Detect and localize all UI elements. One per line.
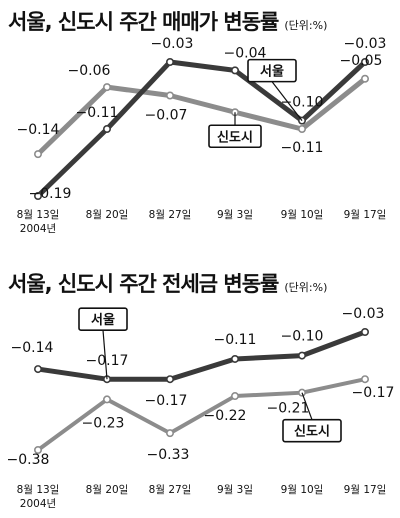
data-point-sindosi <box>103 83 112 92</box>
data-label-seoul: −0.03 <box>342 306 385 322</box>
data-label-sindosi: −0.11 <box>281 140 324 156</box>
legend-label-sindosi: 신도시 <box>217 130 253 145</box>
data-point-seoul <box>166 57 175 66</box>
data-point-sindosi <box>33 446 42 455</box>
legend-leader-sindosi <box>301 392 313 420</box>
data-point-sindosi <box>231 392 240 401</box>
legend-box-seoul <box>247 58 297 83</box>
jeonse-line-chart: −0.14 −0.17 −0.17 −0.11 −0.10 −0.03 −0.38 −0.23… <box>7 306 395 510</box>
data-label-seoul: −0.11 <box>214 332 257 348</box>
data-label-sindosi: −0.05 <box>340 53 383 69</box>
data-point-sindosi <box>103 395 112 404</box>
legend-label-sindosi: 신도시 <box>294 425 330 440</box>
x-tick-label: 9월 17일 <box>344 208 387 221</box>
x-tick-label: 8월 13일 <box>17 483 60 496</box>
data-label-seoul: −0.11 <box>76 105 119 121</box>
data-point-seoul <box>33 365 42 374</box>
data-label-seoul: −0.03 <box>344 36 387 52</box>
data-point-sindosi <box>297 125 306 134</box>
legend-leader-seoul <box>102 330 108 380</box>
legend-box-seoul <box>78 307 128 332</box>
x-tick-label: 9월 10일 <box>281 208 324 221</box>
x-tick-label: 8월 27일 <box>149 208 192 221</box>
data-label-seoul: −0.04 <box>224 45 267 61</box>
x-year-label: 2004년 <box>20 223 56 235</box>
x-tick-label: 9월 3일 <box>217 208 253 221</box>
data-label-sindosi: −0.33 <box>147 447 190 463</box>
legend-box-sindosi <box>208 124 262 149</box>
data-point-seoul <box>231 354 240 363</box>
legend-label-seoul: 서울 <box>260 64 284 80</box>
unit-note-jeonse: (단위:%) <box>284 281 328 294</box>
x-tick-label: 9월 10일 <box>281 483 324 496</box>
data-point-seoul <box>166 375 175 384</box>
data-label-sindosi: −0.17 <box>352 385 395 401</box>
data-point-seoul <box>360 328 369 337</box>
data-label-seoul: −0.10 <box>281 329 324 345</box>
series-line-seoul <box>35 329 368 382</box>
series-line-sindosi <box>35 76 368 157</box>
legend-leader-seoul <box>271 81 303 121</box>
x-tick-label: 9월 17일 <box>344 483 387 496</box>
data-point-sindosi <box>360 74 369 83</box>
legend-box-sindosi <box>282 418 342 443</box>
data-label-sindosi: −0.22 <box>204 408 247 424</box>
data-label-seoul: −0.10 <box>281 95 324 111</box>
data-label-seoul: −0.03 <box>151 36 194 52</box>
data-point-sindosi <box>166 429 175 438</box>
data-label-seoul: −0.14 <box>11 340 54 356</box>
data-label-sindosi: −0.06 <box>68 63 111 79</box>
x-year-label: 2004년 <box>20 498 56 510</box>
x-tick-label: 8월 13일 <box>17 208 60 221</box>
data-label-sindosi: −0.38 <box>7 452 50 468</box>
chart-title-jeonse: 서울, 신도시 주간 전세금 변동률 (단위:%) <box>8 268 327 298</box>
chart-title-sale: 서울, 신도시 주간 매매가 변동률 (단위:%) <box>8 6 327 36</box>
data-label-sindosi: −0.07 <box>145 108 188 124</box>
series-line-seoul <box>35 59 368 199</box>
x-tick-label: 9월 3일 <box>217 483 253 496</box>
x-tick-label: 8월 27일 <box>149 483 192 496</box>
data-point-seoul <box>231 66 240 75</box>
data-point-seoul <box>360 57 369 66</box>
sale-price-line-chart: −0.19 −0.11 −0.03 −0.04 −0.10 −0.03 −0.14 −0.06… <box>17 36 387 235</box>
chart-title-sale-text: 서울, 신도시 주간 매매가 변동률 <box>8 10 279 34</box>
data-label-sindosi: −0.14 <box>17 122 60 138</box>
series-line-sindosi <box>36 377 367 452</box>
chart-title-jeonse-text: 서울, 신도시 주간 전세금 변동률 <box>8 272 279 296</box>
data-point-sindosi <box>360 375 369 384</box>
data-label-seoul: −0.17 <box>145 393 188 409</box>
data-label-seoul: −0.17 <box>86 353 129 369</box>
data-point-seoul <box>297 351 306 360</box>
data-label-seoul: −0.19 <box>29 186 72 202</box>
sale-price-chart-panel: 서울, 신도시 주간 매매가 변동률 (단위:%) −0.19 −0.11 −0.03… <box>0 0 400 250</box>
data-point-seoul <box>33 192 42 201</box>
data-point-sindosi <box>166 91 175 100</box>
x-tick-label: 8월 20일 <box>86 483 129 496</box>
x-tick-label: 8월 20일 <box>86 208 129 221</box>
unit-note-sale: (단위:%) <box>284 19 328 32</box>
data-point-sindosi <box>33 150 42 159</box>
data-label-sindosi: −0.23 <box>82 415 125 431</box>
data-label-sindosi: −0.21 <box>267 401 310 417</box>
legend-label-seoul: 서울 <box>91 312 115 328</box>
jeonse-chart-panel: 서울, 신도시 주간 전세금 변동률 (단위:%) −0.14 −0.17 −0.17… <box>0 262 400 518</box>
data-point-seoul <box>103 125 112 134</box>
